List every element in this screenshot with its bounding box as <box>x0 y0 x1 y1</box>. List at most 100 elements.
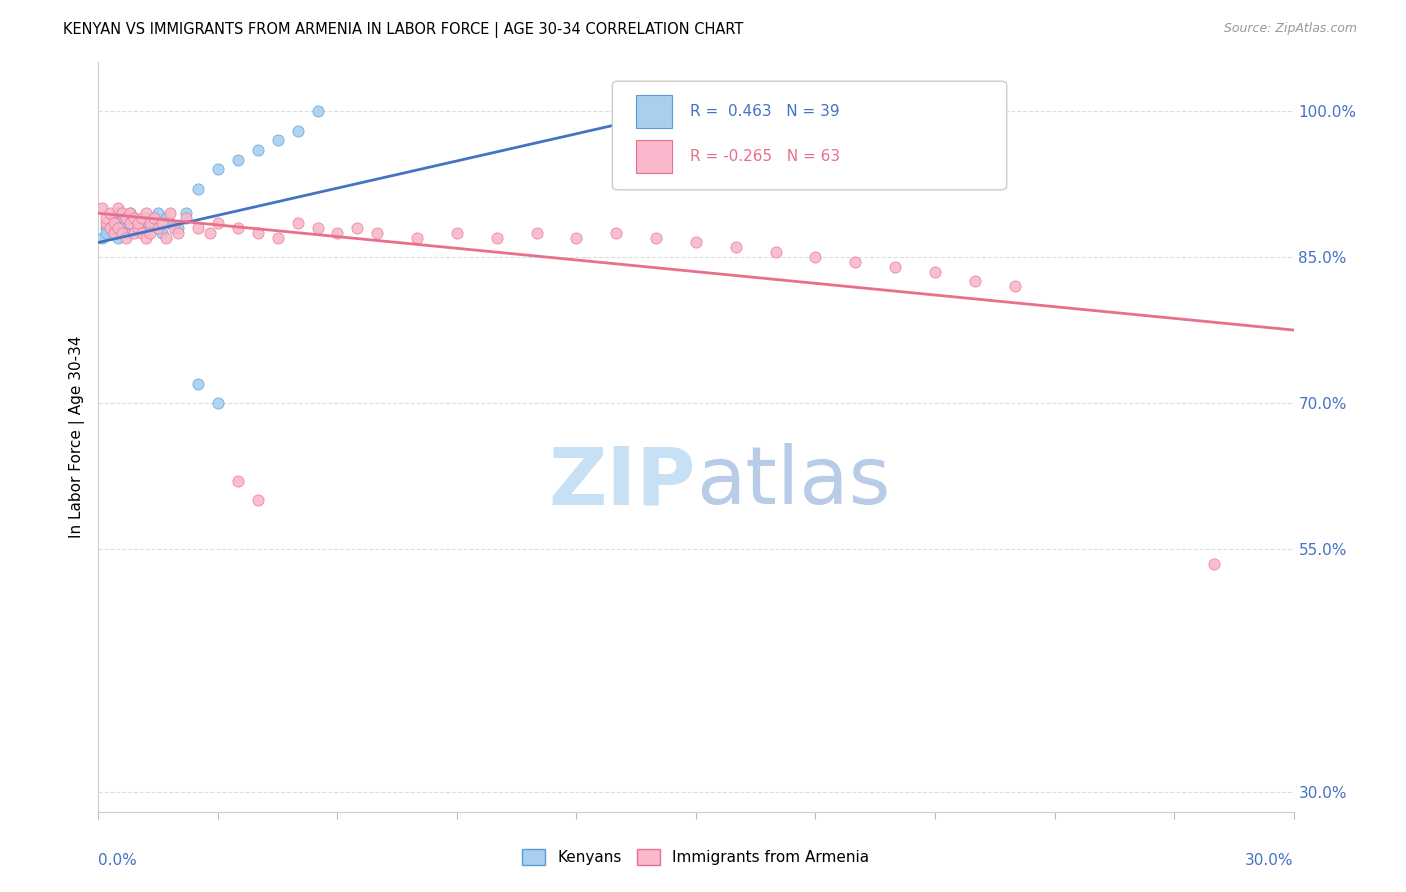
Point <box>844 255 866 269</box>
Point <box>226 220 249 235</box>
Point <box>326 226 349 240</box>
FancyBboxPatch shape <box>637 140 672 173</box>
Point <box>127 216 149 230</box>
FancyBboxPatch shape <box>637 95 672 128</box>
Point <box>150 216 173 230</box>
Point <box>346 220 368 235</box>
Point <box>267 133 290 147</box>
Point <box>107 216 129 230</box>
Point <box>207 216 229 230</box>
Point <box>366 226 388 240</box>
Point <box>139 216 162 230</box>
Point <box>139 220 162 235</box>
Point <box>187 376 209 391</box>
Point <box>267 230 290 244</box>
Point <box>115 211 138 226</box>
Legend: Kenyans, Immigrants from Armenia: Kenyans, Immigrants from Armenia <box>516 843 876 871</box>
Point <box>148 206 170 220</box>
Point <box>124 226 146 240</box>
Point <box>115 226 138 240</box>
Point <box>924 265 946 279</box>
Text: atlas: atlas <box>696 443 890 521</box>
Point <box>103 216 125 230</box>
Point <box>187 220 209 235</box>
Point <box>207 396 229 410</box>
Point <box>143 211 166 226</box>
Point <box>107 230 129 244</box>
Point <box>287 216 309 230</box>
Text: R = -0.265   N = 63: R = -0.265 N = 63 <box>690 149 841 163</box>
Text: 30.0%: 30.0% <box>1246 853 1294 868</box>
Point <box>163 220 186 235</box>
Point <box>565 230 588 244</box>
Point <box>150 226 173 240</box>
Point <box>96 226 118 240</box>
Point <box>198 226 221 240</box>
Point <box>131 211 153 226</box>
Point <box>107 202 129 216</box>
Y-axis label: In Labor Force | Age 30-34: In Labor Force | Age 30-34 <box>69 335 84 539</box>
Point <box>159 206 181 220</box>
Point <box>174 206 197 220</box>
Point <box>307 104 329 119</box>
Point <box>103 226 125 240</box>
Point <box>124 220 146 235</box>
Text: Source: ZipAtlas.com: Source: ZipAtlas.com <box>1223 22 1357 36</box>
Point <box>804 250 827 264</box>
Point <box>103 226 125 240</box>
Text: ZIP: ZIP <box>548 443 696 521</box>
Point <box>124 211 146 226</box>
FancyBboxPatch shape <box>613 81 1007 190</box>
Point <box>120 206 142 220</box>
Point <box>135 230 157 244</box>
Point <box>143 216 166 230</box>
Point <box>115 230 138 244</box>
Point <box>91 230 114 244</box>
Point <box>246 226 269 240</box>
Point <box>246 493 269 508</box>
Point <box>155 230 177 244</box>
Point <box>107 220 129 235</box>
Point <box>139 226 162 240</box>
Point <box>120 206 142 220</box>
Point <box>127 216 149 230</box>
Point <box>103 220 125 235</box>
Point <box>406 230 429 244</box>
Point <box>111 220 134 235</box>
Point <box>111 226 134 240</box>
Point <box>96 220 118 235</box>
Point <box>148 220 170 235</box>
Point <box>167 226 190 240</box>
Point <box>765 245 787 260</box>
Point <box>446 226 468 240</box>
Point <box>174 211 197 226</box>
Point <box>645 230 668 244</box>
Point <box>685 235 707 250</box>
Point <box>207 162 229 177</box>
Point <box>98 216 122 230</box>
Point <box>526 226 548 240</box>
Point <box>135 211 157 226</box>
Point <box>1004 279 1026 293</box>
Point <box>127 220 149 235</box>
Point <box>135 206 157 220</box>
Point <box>107 206 129 220</box>
Point <box>91 202 114 216</box>
Point <box>120 216 142 230</box>
Point <box>963 274 986 288</box>
Point <box>226 474 249 488</box>
Point <box>884 260 907 274</box>
Point <box>159 216 181 230</box>
Point <box>131 216 153 230</box>
Point <box>605 226 627 240</box>
Text: 0.0%: 0.0% <box>98 853 138 868</box>
Point <box>724 240 747 254</box>
Point <box>287 123 309 137</box>
Point <box>307 220 329 235</box>
Point <box>120 216 142 230</box>
Point <box>155 211 177 226</box>
Point <box>111 211 134 226</box>
Point <box>98 206 122 220</box>
Point <box>131 226 153 240</box>
Point <box>246 143 269 157</box>
